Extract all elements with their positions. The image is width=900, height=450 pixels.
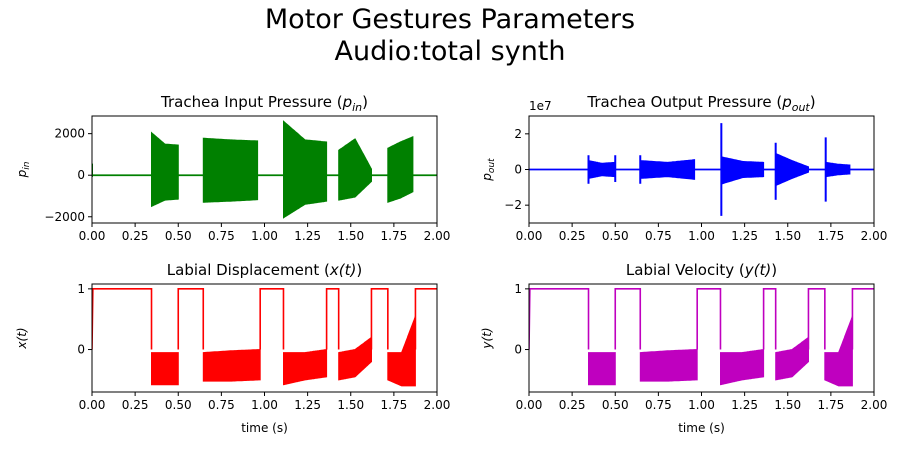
step-trace [92,288,437,350]
figure-title-line2: Audio:total synth [334,36,566,67]
axes-frame [528,283,875,393]
step-trace [529,288,874,350]
x-tick-label: 1.75 [818,229,845,243]
x-tick-label: 0.75 [645,398,672,412]
x-tick-label: 0.00 [516,398,543,412]
y-tick-label: −2 [504,198,522,212]
x-tick-label: 0.25 [559,398,586,412]
burst-2 [639,159,696,180]
x-tick-label: 0.50 [602,229,629,243]
x-tick-label: 1.00 [688,229,715,243]
x-tick-label: 0.00 [79,229,106,243]
subplot-1: 0.00 0.25 0.50 0.75 1.00 1.25 1.50 1.75 2.00 2000… [15,93,450,243]
x-tick-label: 0.50 [165,229,192,243]
burst-1 [151,131,179,208]
subplot-title: Labial Velocity (y(t)) [626,261,777,279]
axes-frame [91,283,438,393]
x-tick-label: 1.25 [294,398,321,412]
burst-2 [639,348,698,382]
x-tick-label: 0.00 [79,398,106,412]
series-group [529,123,874,216]
x-tick-label: 1.50 [774,398,801,412]
series-group [92,288,437,387]
x-tick-label: 1.75 [381,229,408,243]
y-tick-label: 2 [514,127,522,141]
x-tick-label: 0.25 [122,398,149,412]
axes-frame [91,115,438,224]
x-tick-label: 2.00 [861,229,888,243]
burst-3 [721,156,765,185]
burst-4 [775,152,809,187]
figure-title-line1: Motor Gestures Parameters [264,4,636,35]
burst-2 [202,348,261,382]
burst-1 [588,352,616,386]
x-tick-label: 1.50 [337,398,364,412]
burst-3 [283,348,328,386]
x-tick-label: 0.75 [208,398,235,412]
y-tick-label: 0 [514,163,522,177]
y-tick-label: 0 [514,343,522,357]
x-tick-label: 0.75 [208,229,235,243]
y-tick-label: 1 [514,282,522,296]
x-axis-label: time (s) [241,421,288,435]
y-tick-label: −2000 [44,210,85,224]
x-tick-label: 0.75 [645,229,672,243]
y-tick-label: 0 [77,343,85,357]
burst-4 [338,138,372,201]
x-tick-label: 1.75 [381,398,408,412]
x-tick-label: 0.25 [559,229,586,243]
y-tick-label: 2000 [54,127,85,141]
subplot-4: 0.00 0.25 0.50 0.75 1.00 1.25 1.50 1.75 2.00 1 0 La… [480,261,887,435]
burst-5 [387,136,414,203]
burst-4 [338,336,372,381]
burst-1 [151,352,179,386]
figure-title: Motor Gestures Parameters Audio:total sy… [0,4,900,68]
subplot-2: 0.00 0.25 0.50 0.75 1.00 1.25 1.50 1.75 2.00 2 0 −2… [480,93,887,243]
x-tick-label: 1.25 [294,229,321,243]
y-axis-label: x(t) [15,327,29,349]
series-group [529,288,874,387]
x-axis-label: time (s) [678,421,725,435]
x-tick-label: 1.50 [337,229,364,243]
subplot-title: Trachea Input Pressure (pin) [160,93,368,114]
burst-5 [824,316,853,387]
x-tick-label: 1.50 [774,229,801,243]
x-tick-label: 0.50 [602,398,629,412]
x-tick-label: 1.25 [731,398,758,412]
y-tick-label: 0 [77,168,85,182]
burst-1 [588,160,616,179]
y-axis-label: y(t) [480,327,494,349]
burst-4 [775,336,809,381]
y-axis-label: pin [15,161,32,178]
x-tick-label: 1.00 [251,398,278,412]
x-tick-label: 1.75 [818,398,845,412]
burst-5 [387,316,416,387]
x-tick-label: 2.00 [424,229,451,243]
x-tick-label: 1.00 [688,398,715,412]
x-tick-label: 0.50 [165,398,192,412]
subplot-title: Trachea Output Pressure (pout) [586,93,815,114]
x-tick-label: 1.25 [731,229,758,243]
y-offset-label: 1e7 [529,99,552,113]
x-tick-label: 0.00 [516,229,543,243]
burst-3 [720,348,765,386]
burst-5 [825,161,851,178]
y-tick-label: 1 [77,282,85,296]
x-tick-label: 2.00 [424,398,451,412]
burst-2 [202,137,259,203]
x-tick-label: 1.00 [251,229,278,243]
x-tick-label: 2.00 [861,398,888,412]
y-axis-label: pout [480,158,497,182]
subplot-3: 0.00 0.25 0.50 0.75 1.00 1.25 1.50 1.75 2.00 1 0 La… [15,261,450,435]
x-tick-label: 0.25 [122,229,149,243]
subplot-title: Labial Displacement (x(t)) [167,261,362,279]
burst-3 [283,120,328,219]
series-group [92,120,437,219]
